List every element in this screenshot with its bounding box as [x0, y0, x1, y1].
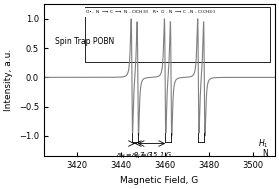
Y-axis label: Intensity, a.u.: Intensity, a.u. [4, 49, 13, 112]
Text: N: N [263, 149, 268, 158]
Text: Spin Trap POBN: Spin Trap POBN [55, 36, 114, 46]
Text: $H_1$: $H_1$ [258, 137, 268, 150]
Text: $a_N$ = 15.1 G: $a_N$ = 15.1 G [131, 151, 172, 161]
Bar [85, 7, 270, 62]
X-axis label: Magnetic Field, G: Magnetic Field, G [120, 176, 198, 185]
Text: $a_H$ = 2.7 G: $a_H$ = 2.7 G [116, 151, 153, 161]
Text: O$\bullet$-  N $\longrightarrow$ C $\longrightarrow$ N - C(CH$_3$)$_3$   R$\bull: O$\bullet$- N $\longrightarrow$ C $\long… [85, 9, 217, 16]
